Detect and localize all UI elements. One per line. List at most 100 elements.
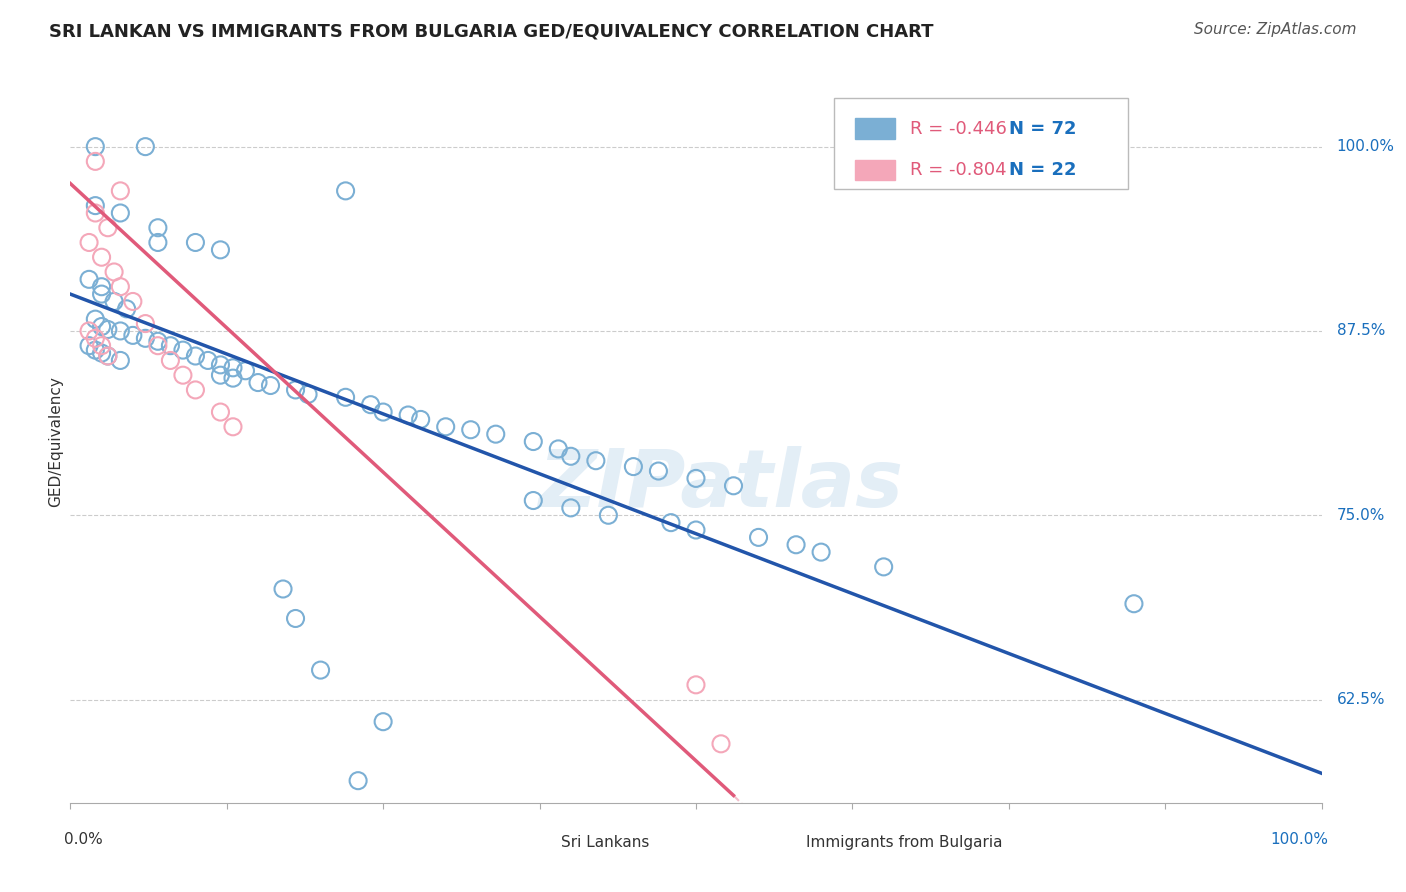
Point <box>90 250 112 264</box>
Point <box>84 343 107 358</box>
Point <box>222 371 245 385</box>
Point <box>84 206 107 220</box>
Point <box>872 560 894 574</box>
Text: Sri Lankans: Sri Lankans <box>561 835 650 850</box>
Point <box>90 279 112 293</box>
Point <box>560 500 582 515</box>
Text: N = 22: N = 22 <box>1008 161 1077 179</box>
Point <box>335 184 357 198</box>
Point <box>209 405 232 419</box>
Point <box>90 319 112 334</box>
Point <box>146 334 169 349</box>
Point <box>184 349 207 363</box>
Y-axis label: GED/Equivalency: GED/Equivalency <box>48 376 63 507</box>
Point <box>172 343 194 358</box>
Point <box>723 479 745 493</box>
Point <box>547 442 569 456</box>
Point <box>134 331 156 345</box>
Point <box>371 714 394 729</box>
Point <box>172 368 194 383</box>
Point <box>347 773 370 788</box>
Point <box>360 398 382 412</box>
Point <box>748 530 770 544</box>
Point <box>685 523 707 537</box>
Point <box>146 220 169 235</box>
Point <box>409 412 432 426</box>
Point <box>396 408 419 422</box>
Text: ZIPatlas: ZIPatlas <box>538 446 904 524</box>
Point <box>209 368 232 383</box>
Point <box>197 353 219 368</box>
Point <box>134 317 156 331</box>
Text: R = -0.446: R = -0.446 <box>910 120 1007 137</box>
Point <box>284 383 307 397</box>
Point <box>222 360 245 375</box>
Point <box>110 206 132 220</box>
Point <box>621 459 644 474</box>
FancyBboxPatch shape <box>855 119 896 138</box>
Text: N = 72: N = 72 <box>1008 120 1077 137</box>
Text: 75.0%: 75.0% <box>1337 508 1385 523</box>
Point <box>659 516 682 530</box>
Point <box>184 235 207 250</box>
Point <box>97 220 120 235</box>
Point <box>209 243 232 257</box>
Point <box>485 427 508 442</box>
Point <box>284 611 307 625</box>
Text: Immigrants from Bulgaria: Immigrants from Bulgaria <box>806 835 1002 850</box>
Point <box>84 312 107 326</box>
FancyBboxPatch shape <box>834 98 1128 189</box>
Point <box>785 538 807 552</box>
Point <box>1122 597 1144 611</box>
Point <box>297 387 319 401</box>
Point <box>710 737 733 751</box>
FancyBboxPatch shape <box>855 160 896 180</box>
Text: 87.5%: 87.5% <box>1337 324 1385 338</box>
Point <box>309 663 332 677</box>
Point <box>810 545 832 559</box>
Point <box>522 434 544 449</box>
Text: 62.5%: 62.5% <box>1337 692 1385 707</box>
Point <box>271 582 294 596</box>
Point <box>90 287 112 301</box>
Point <box>77 272 100 286</box>
Point <box>146 339 169 353</box>
Point <box>97 349 120 363</box>
Point <box>103 294 125 309</box>
Point <box>110 184 132 198</box>
Point <box>209 358 232 372</box>
Point <box>247 376 270 390</box>
Text: 100.0%: 100.0% <box>1337 139 1395 154</box>
Point <box>103 265 125 279</box>
Point <box>159 353 181 368</box>
Point <box>685 678 707 692</box>
Point <box>121 328 145 343</box>
Point <box>77 235 100 250</box>
Point <box>110 324 132 338</box>
FancyBboxPatch shape <box>509 833 553 854</box>
Point <box>371 405 394 419</box>
Point <box>77 324 100 338</box>
Point <box>97 322 120 336</box>
Point <box>90 346 112 360</box>
Point <box>235 364 257 378</box>
Point <box>259 378 281 392</box>
Point <box>84 199 107 213</box>
Point <box>84 331 107 345</box>
Point <box>335 390 357 404</box>
Point <box>110 279 132 293</box>
Text: 100.0%: 100.0% <box>1270 831 1327 847</box>
Point <box>115 301 138 316</box>
Point <box>434 419 457 434</box>
Point <box>146 235 169 250</box>
Point <box>121 294 145 309</box>
Point <box>110 353 132 368</box>
Text: R = -0.804: R = -0.804 <box>910 161 1007 179</box>
Text: 0.0%: 0.0% <box>65 831 103 847</box>
Point <box>97 349 120 363</box>
Point <box>598 508 620 523</box>
Point <box>460 423 482 437</box>
Point <box>560 450 582 464</box>
Text: Source: ZipAtlas.com: Source: ZipAtlas.com <box>1194 22 1357 37</box>
Point <box>84 154 107 169</box>
